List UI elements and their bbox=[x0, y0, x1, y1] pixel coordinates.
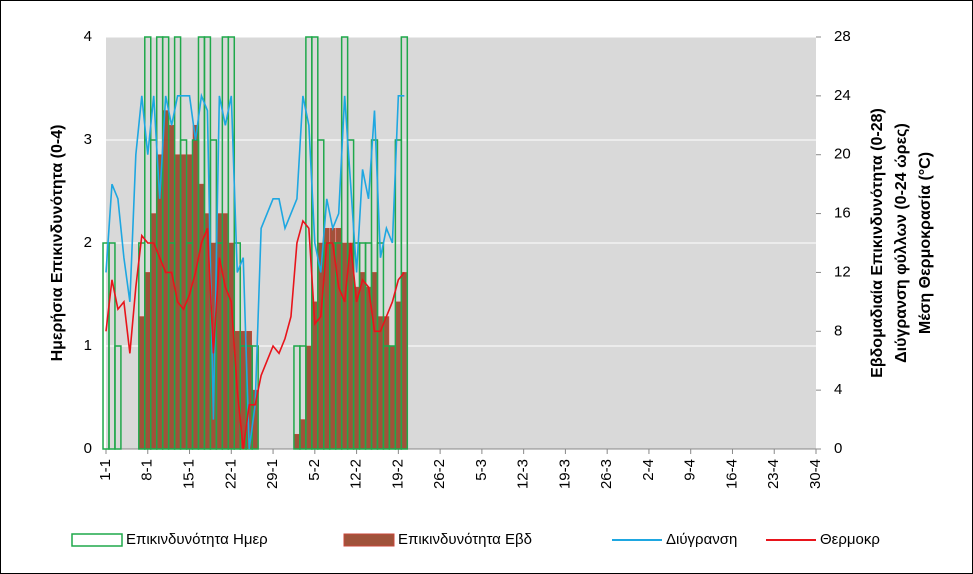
bar bbox=[192, 124, 199, 450]
x-tick-label: 29-1 bbox=[264, 459, 281, 489]
bar bbox=[371, 272, 378, 450]
x-tick-label: 19-2 bbox=[389, 459, 406, 489]
y-tick-label: 0 bbox=[84, 440, 92, 457]
x-tick-label: 26-2 bbox=[431, 459, 448, 489]
y2-tick-label: 16 bbox=[834, 205, 851, 222]
x-tick-label: 8-1 bbox=[139, 459, 156, 481]
bar bbox=[228, 242, 235, 450]
y2-tick-label: 0 bbox=[834, 440, 842, 457]
bar bbox=[377, 316, 384, 450]
x-tick-label: 1-1 bbox=[97, 459, 114, 481]
bar bbox=[186, 154, 193, 450]
bar bbox=[400, 36, 409, 450]
x-tick-label: 5-3 bbox=[473, 459, 490, 481]
bar bbox=[114, 345, 122, 450]
bar bbox=[144, 272, 151, 450]
legend-label: Επικινδυνότητα Ημερ bbox=[126, 531, 268, 548]
bar bbox=[139, 316, 145, 450]
bar bbox=[365, 286, 372, 450]
y-tick-label: 4 bbox=[84, 28, 92, 45]
y-tick-label: 1 bbox=[84, 337, 92, 354]
bar bbox=[180, 154, 187, 450]
bar bbox=[335, 227, 342, 450]
x-tick-label: 5-2 bbox=[306, 459, 323, 481]
bar bbox=[300, 419, 306, 450]
y2-axis-label: Διύγρανση φύλλων (0-24 ώρες) bbox=[893, 123, 910, 363]
bar bbox=[318, 242, 324, 450]
bar bbox=[353, 286, 360, 450]
y-axis-label: Ημερήσια Επικινδυνότητα (0-4) bbox=[49, 125, 66, 362]
legend-label: Επικινδυνότητα Εβδ bbox=[398, 531, 532, 548]
y2-axis-label: Μέση Θερμοκρασία (°C) bbox=[917, 152, 934, 334]
y2-tick-label: 12 bbox=[834, 263, 851, 280]
bar bbox=[395, 301, 402, 450]
legend-swatch bbox=[71, 533, 123, 547]
bar bbox=[347, 242, 354, 450]
x-tick-label: 19-3 bbox=[556, 459, 573, 489]
y2-axis-label: Εβδομαδιαία Επικινδυνότητα (0-28) bbox=[869, 108, 886, 378]
y2-tick-label: 4 bbox=[834, 381, 842, 398]
bar bbox=[389, 345, 396, 450]
bar bbox=[222, 213, 229, 450]
x-tick-label: 2-4 bbox=[640, 459, 657, 481]
y2-tick-label: 8 bbox=[834, 322, 842, 339]
bar bbox=[359, 272, 366, 450]
line bbox=[105, 219, 405, 450]
y2-tick-label: 24 bbox=[834, 87, 851, 104]
bar bbox=[198, 183, 205, 450]
x-tick-label: 15-1 bbox=[180, 459, 197, 489]
bar bbox=[168, 124, 175, 450]
x-tick-label: 22-1 bbox=[222, 459, 239, 489]
x-tick-label: 12-3 bbox=[515, 459, 532, 489]
legend-label: Θερμοκρ bbox=[820, 531, 880, 548]
bar bbox=[294, 433, 300, 450]
x-tick-label: 12-2 bbox=[348, 459, 365, 489]
x-tick-label: 16-4 bbox=[723, 459, 740, 489]
legend-label: Διύγρανση bbox=[666, 531, 737, 548]
y2-tick-label: 20 bbox=[834, 146, 851, 163]
bar bbox=[341, 242, 348, 450]
y2-tick-label: 28 bbox=[834, 28, 851, 45]
bar bbox=[401, 272, 408, 450]
x-tick-label: 26-3 bbox=[598, 459, 615, 489]
bar bbox=[162, 110, 169, 450]
y-tick-label: 2 bbox=[84, 234, 92, 251]
bar bbox=[216, 213, 223, 450]
bar bbox=[251, 345, 259, 450]
x-tick-label: 9-4 bbox=[682, 459, 699, 481]
legend-swatch bbox=[343, 533, 395, 547]
bar bbox=[383, 316, 390, 450]
y-tick-label: 3 bbox=[84, 131, 92, 148]
x-tick-label: 23-4 bbox=[765, 459, 782, 489]
bar bbox=[306, 345, 312, 450]
x-tick-label: 30-4 bbox=[807, 459, 824, 489]
